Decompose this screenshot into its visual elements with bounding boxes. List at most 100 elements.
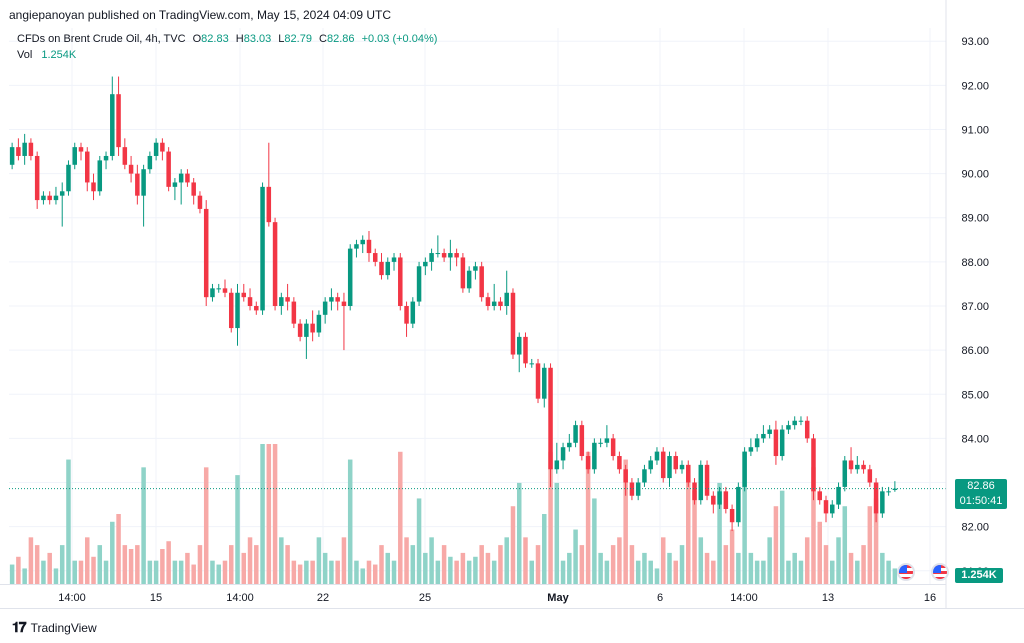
candle-body[interactable] xyxy=(554,460,560,470)
candle-body[interactable] xyxy=(203,208,209,298)
candle-body[interactable] xyxy=(379,261,384,276)
candle-body[interactable] xyxy=(754,438,760,448)
candle-body[interactable] xyxy=(673,456,679,470)
candle-body[interactable] xyxy=(498,301,503,306)
candle-body[interactable] xyxy=(629,482,635,496)
candle-body[interactable] xyxy=(398,257,403,306)
candle-body[interactable] xyxy=(329,297,334,302)
candle-body[interactable] xyxy=(128,164,134,174)
candle-body[interactable] xyxy=(460,257,466,289)
candle-body[interactable] xyxy=(360,239,365,245)
candle-body[interactable] xyxy=(116,94,121,148)
candle-body[interactable] xyxy=(886,491,891,493)
candle-body[interactable] xyxy=(41,195,46,201)
candle-body[interactable] xyxy=(792,420,797,426)
candle-body[interactable] xyxy=(410,301,416,324)
candle-body[interactable] xyxy=(254,306,259,311)
candle-body[interactable] xyxy=(679,464,685,470)
candle-body[interactable] xyxy=(103,155,109,161)
candle-body[interactable] xyxy=(692,482,697,501)
candle-body[interactable] xyxy=(454,253,459,258)
candle-body[interactable] xyxy=(779,429,785,457)
candle-body[interactable] xyxy=(711,495,716,505)
candle-body[interactable] xyxy=(147,155,153,170)
candle-body[interactable] xyxy=(34,155,40,201)
candle-body[interactable] xyxy=(285,297,290,302)
candle-body[interactable] xyxy=(266,186,272,223)
candle-body[interactable] xyxy=(222,288,228,293)
candle-body[interactable] xyxy=(567,442,572,448)
candle-body[interactable] xyxy=(160,142,165,152)
candle-body[interactable] xyxy=(372,253,378,262)
candle-body[interactable] xyxy=(686,464,691,483)
candle-body[interactable] xyxy=(535,363,541,399)
candle-body[interactable] xyxy=(197,195,203,209)
candle-body[interactable] xyxy=(178,173,184,183)
candle-body[interactable] xyxy=(347,248,353,306)
candle-body[interactable] xyxy=(354,244,359,249)
candle-body[interactable] xyxy=(59,191,65,196)
candle-body[interactable] xyxy=(804,420,810,439)
candle-body[interactable] xyxy=(491,301,497,306)
candle-body[interactable] xyxy=(141,169,146,196)
candle-body[interactable] xyxy=(848,460,854,470)
candle-body[interactable] xyxy=(504,292,509,306)
candle-body[interactable] xyxy=(548,367,553,470)
candle-body[interactable] xyxy=(429,253,434,262)
candle-body[interactable] xyxy=(322,301,328,315)
candle-body[interactable] xyxy=(247,297,253,306)
candle-body[interactable] xyxy=(717,491,722,505)
candle-body[interactable] xyxy=(667,456,672,479)
candle-body[interactable] xyxy=(210,288,215,298)
candle-body[interactable] xyxy=(585,456,591,470)
candle-body[interactable] xyxy=(660,451,666,479)
candle-body[interactable] xyxy=(479,266,484,298)
candle-body[interactable] xyxy=(72,147,77,165)
candle-body[interactable] xyxy=(291,301,297,324)
candle-body[interactable] xyxy=(704,464,710,496)
candle-body[interactable] xyxy=(729,508,735,523)
candle-body[interactable] xyxy=(66,164,71,192)
candle-body[interactable] xyxy=(366,239,372,254)
candle-body[interactable] xyxy=(761,433,766,439)
candle-body[interactable] xyxy=(97,160,103,192)
candle-body[interactable] xyxy=(880,491,885,514)
candle-body[interactable] xyxy=(836,486,841,505)
candle-body[interactable] xyxy=(473,266,478,271)
candle-body[interactable] xyxy=(166,151,171,187)
candle-body[interactable] xyxy=(122,147,128,165)
candle-body[interactable] xyxy=(861,464,866,470)
candle-body[interactable] xyxy=(623,469,628,483)
candle-body[interactable] xyxy=(817,491,822,501)
candle-body[interactable] xyxy=(228,292,234,329)
candle-body[interactable] xyxy=(873,482,879,514)
candle-body[interactable] xyxy=(216,288,221,290)
candle-body[interactable] xyxy=(78,147,84,152)
candle-body[interactable] xyxy=(91,182,96,192)
candle-body[interactable] xyxy=(47,195,52,201)
candle-body[interactable] xyxy=(385,261,391,276)
candle-body[interactable] xyxy=(272,222,278,306)
candle-body[interactable] xyxy=(279,297,284,306)
candle-body[interactable] xyxy=(85,151,90,183)
candle-body[interactable] xyxy=(485,297,491,306)
candle-body[interactable] xyxy=(404,306,409,324)
candle-body[interactable] xyxy=(642,469,647,483)
candle-body[interactable] xyxy=(617,456,622,470)
candle-body[interactable] xyxy=(185,173,190,183)
candle-body[interactable] xyxy=(22,142,27,156)
candle-body[interactable] xyxy=(830,504,835,514)
candle-body[interactable] xyxy=(867,469,873,483)
us-flag-icon[interactable] xyxy=(897,563,915,581)
candle-body[interactable] xyxy=(191,182,196,196)
candle-body[interactable] xyxy=(53,195,59,201)
candle-body[interactable] xyxy=(304,323,309,337)
candle-body[interactable] xyxy=(573,425,578,443)
candle-body[interactable] xyxy=(310,323,315,333)
candle-body[interactable] xyxy=(28,142,34,156)
candle-body[interactable] xyxy=(811,438,816,492)
candle-body[interactable] xyxy=(798,420,804,422)
candle-body[interactable] xyxy=(235,292,240,329)
candle-body[interactable] xyxy=(648,460,653,470)
candle-body[interactable] xyxy=(466,270,472,289)
